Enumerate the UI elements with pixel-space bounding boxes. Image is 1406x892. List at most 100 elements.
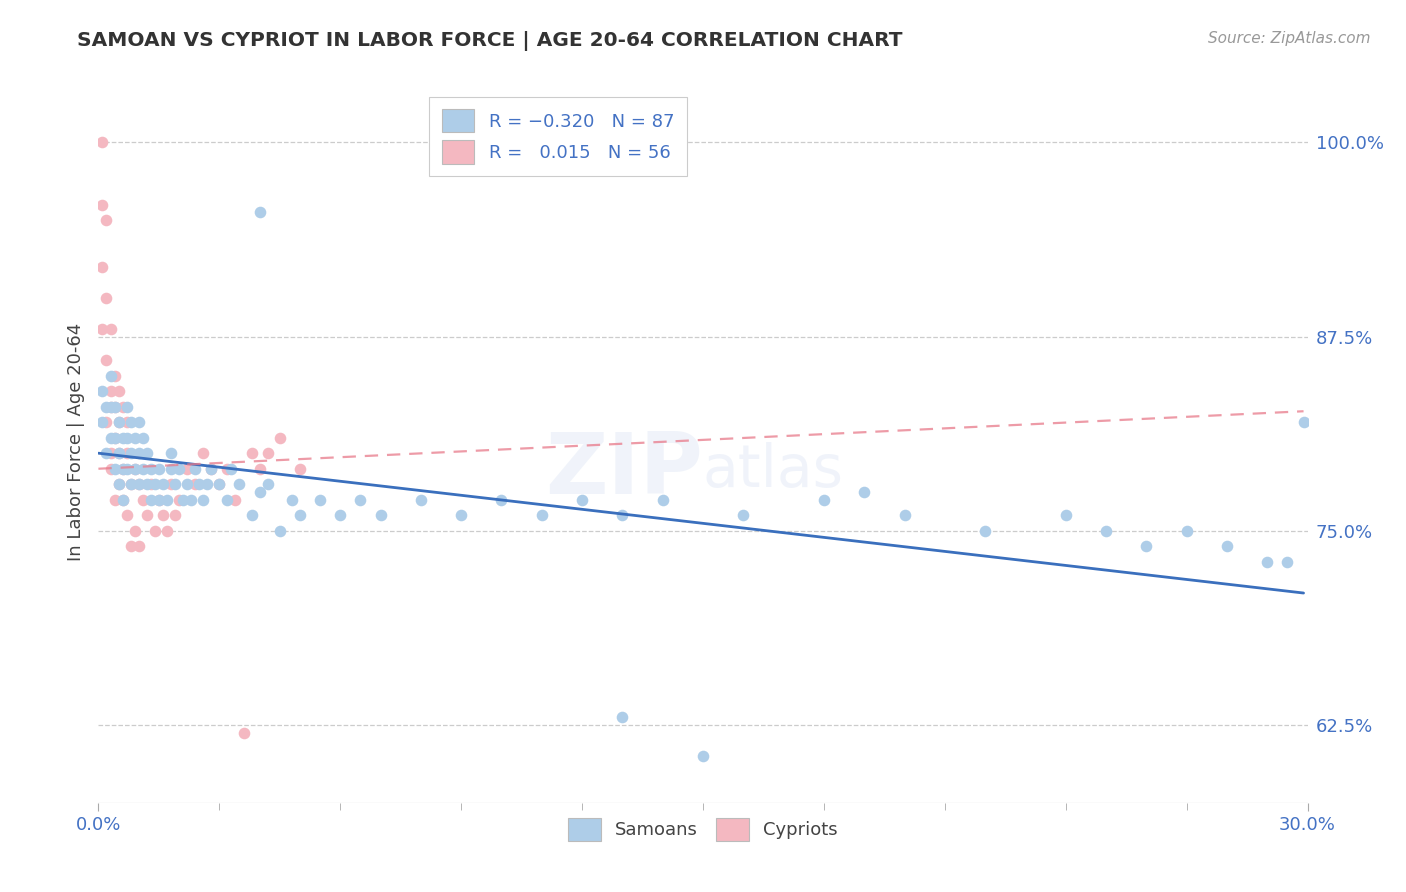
Point [692,749,714,764]
Point [120,446,142,460]
Point [160,446,183,460]
Point [176,461,198,475]
Point [1277,555,1299,569]
Point [208,477,231,491]
Point [167,461,190,475]
Point [240,446,263,460]
Point [91,415,114,429]
Point [139,461,162,475]
Point [152,508,174,523]
Point [156,492,179,507]
Point [1054,508,1077,523]
Point [96,415,118,429]
Point [188,477,211,491]
Point [96,400,118,414]
Point [111,492,134,507]
Point [111,492,134,507]
Point [132,431,155,445]
Point [156,524,179,538]
Point [184,461,207,475]
Point [853,485,876,500]
Point [221,461,243,475]
Point [530,508,553,523]
Point [249,485,271,500]
Point [111,400,134,414]
Point [249,205,271,219]
Point [107,384,129,398]
Point [111,461,134,475]
Point [163,508,186,523]
Point [200,461,222,475]
Point [100,368,122,383]
Point [128,446,150,460]
Legend: Samoans, Cypriots: Samoans, Cypriots [561,810,845,848]
Point [256,477,278,491]
Point [139,477,162,491]
Point [96,353,118,368]
Point [160,477,183,491]
Point [128,415,150,429]
Point [128,477,150,491]
Point [180,492,202,507]
Point [1256,555,1278,569]
Point [193,446,215,460]
Point [148,461,170,475]
Point [224,492,246,507]
Point [1095,524,1118,538]
Point [103,431,125,445]
Point [172,492,194,507]
Point [115,508,138,523]
Point [269,431,291,445]
Point [96,213,118,227]
Point [612,508,634,523]
Point [103,461,125,475]
Point [152,477,174,491]
Point [160,461,183,475]
Y-axis label: In Labor Force | Age 20-64: In Labor Force | Age 20-64 [66,322,84,561]
Point [111,431,134,445]
Point [249,461,271,475]
Point [120,477,142,491]
Point [103,400,125,414]
Point [208,477,231,491]
Point [103,400,125,414]
Point [135,508,157,523]
Text: Source: ZipAtlas.com: Source: ZipAtlas.com [1208,31,1371,46]
Point [91,322,114,336]
Point [100,400,122,414]
Point [193,492,215,507]
Point [100,461,122,475]
Text: ZIP: ZIP [546,429,703,512]
Point [143,477,166,491]
Point [100,322,122,336]
Point [349,492,371,507]
Point [124,461,146,475]
Point [893,508,915,523]
Point [288,461,311,475]
Point [651,492,673,507]
Point [107,477,129,491]
Point [288,508,311,523]
Point [91,136,114,150]
Point [124,431,146,445]
Point [111,461,134,475]
Point [217,492,239,507]
Point [240,508,263,523]
Point [269,524,291,538]
Point [120,415,142,429]
Point [107,415,129,429]
Point [409,492,432,507]
Point [232,726,254,740]
Point [103,492,125,507]
Point [571,492,593,507]
Point [184,477,207,491]
Point [91,260,114,274]
Point [135,446,157,460]
Point [1292,415,1315,429]
Point [128,540,150,554]
Text: SAMOAN VS CYPRIOT IN LABOR FORCE | AGE 20-64 CORRELATION CHART: SAMOAN VS CYPRIOT IN LABOR FORCE | AGE 2… [77,31,903,51]
Point [167,492,190,507]
Point [124,524,146,538]
Point [107,446,129,460]
Point [115,461,138,475]
